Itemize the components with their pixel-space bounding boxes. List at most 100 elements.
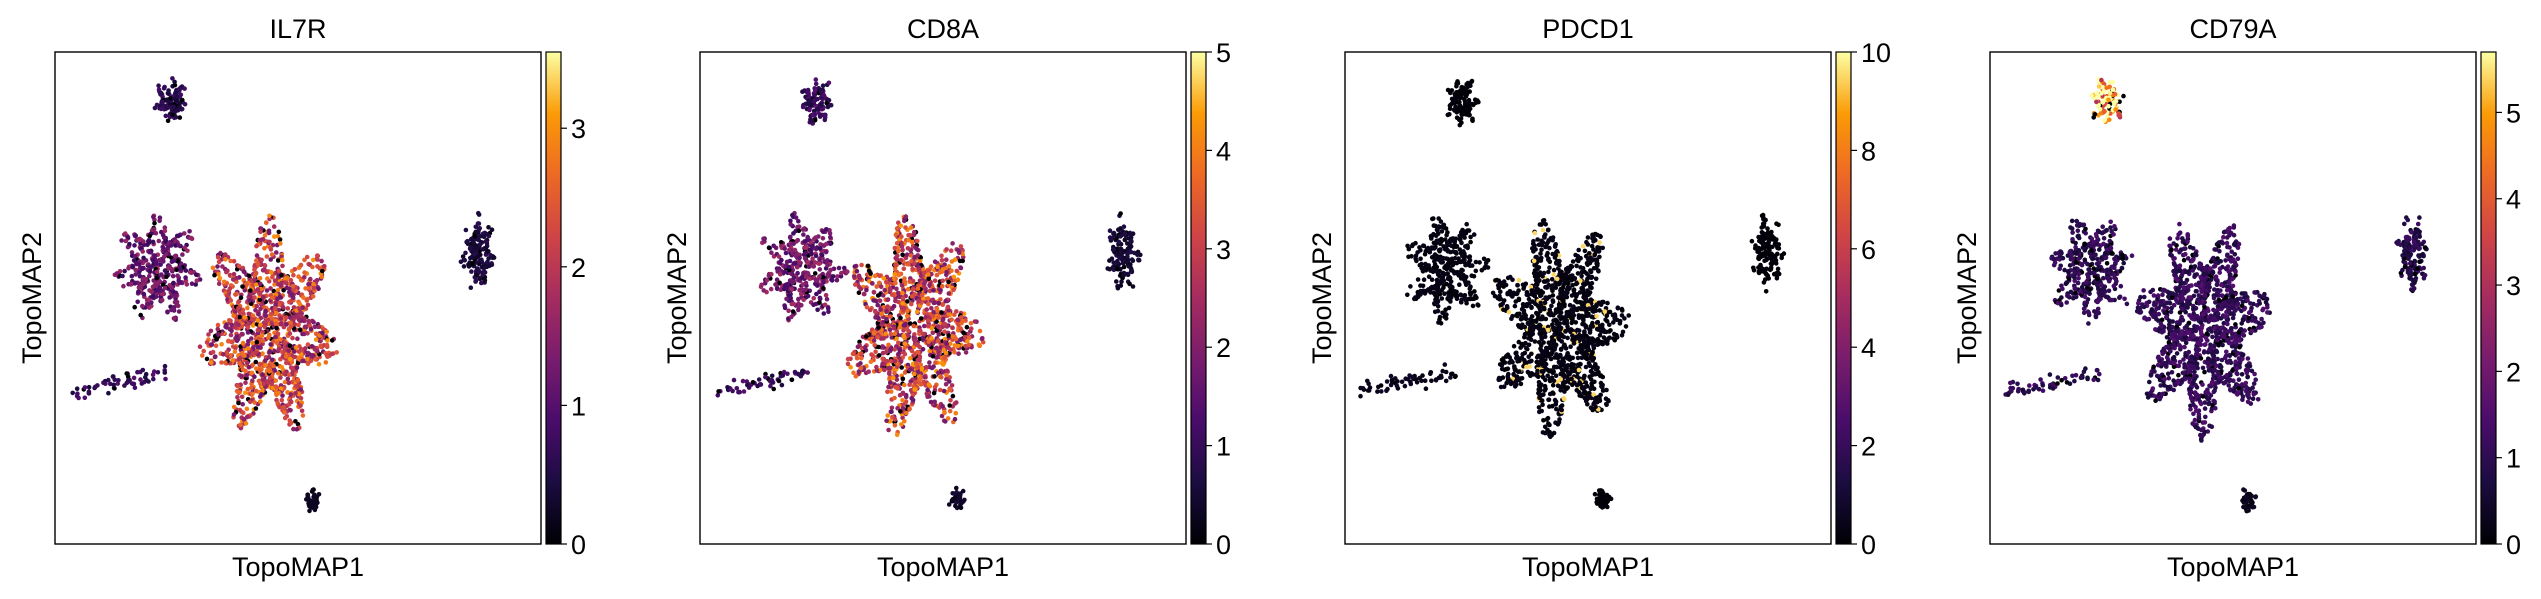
- data-point: [909, 301, 914, 307]
- data-point: [175, 273, 180, 279]
- data-point: [812, 271, 818, 276]
- data-point: [903, 214, 909, 219]
- data-point: [816, 261, 822, 267]
- data-point: [215, 264, 220, 269]
- data-point: [1611, 331, 1617, 337]
- data-point: [768, 286, 774, 292]
- data-point: [834, 277, 840, 283]
- data-point: [264, 318, 270, 323]
- data-point: [954, 309, 959, 314]
- data-point: [927, 360, 932, 365]
- data-point: [1122, 231, 1128, 236]
- data-point: [249, 336, 254, 341]
- data-point: [183, 275, 188, 280]
- data-point: [224, 293, 230, 298]
- data-point: [969, 326, 974, 332]
- data-point: [324, 329, 330, 335]
- data-point: [894, 336, 899, 341]
- data-point: [778, 374, 784, 379]
- data-point: [815, 307, 820, 313]
- data-point: [927, 349, 933, 354]
- data-point: [114, 271, 120, 276]
- data-point: [171, 316, 177, 321]
- data-point: [258, 229, 263, 235]
- data-point: [312, 492, 317, 498]
- colorbar-tick-label: 5: [1216, 38, 1231, 68]
- data-point: [255, 287, 261, 292]
- data-point: [892, 370, 897, 376]
- data-point: [266, 354, 272, 360]
- data-point: [245, 330, 251, 335]
- data-point: [940, 302, 946, 308]
- data-point: [162, 370, 168, 375]
- data-point: [1623, 324, 1629, 329]
- data-point: [904, 313, 910, 319]
- data-point: [206, 332, 211, 337]
- data-point: [950, 241, 955, 246]
- data-point: [172, 79, 177, 85]
- data-point: [268, 286, 273, 291]
- data-point: [1114, 279, 1119, 284]
- data-point: [959, 500, 964, 505]
- data-point: [298, 403, 303, 408]
- data-point: [291, 349, 297, 354]
- data-point: [788, 218, 793, 224]
- data-point: [1542, 388, 1548, 393]
- data-point: [807, 247, 813, 253]
- data-point: [246, 321, 252, 327]
- data-point: [280, 393, 285, 398]
- data-point: [476, 261, 482, 267]
- data-point: [1541, 418, 1546, 423]
- data-point: [878, 284, 884, 290]
- data-point: [288, 420, 294, 426]
- data-point: [883, 349, 889, 355]
- data-point: [812, 236, 817, 242]
- data-point: [313, 337, 319, 342]
- data-point: [241, 410, 246, 416]
- data-point: [278, 241, 283, 246]
- data-point: [253, 406, 259, 411]
- data-point: [1550, 382, 1556, 388]
- data-point: [811, 302, 816, 308]
- data-point: [948, 347, 953, 352]
- data-point: [316, 492, 322, 497]
- data-point: [894, 377, 900, 382]
- data-point: [275, 233, 281, 239]
- data-point: [791, 301, 797, 307]
- data-point: [308, 358, 314, 364]
- data-point: [819, 102, 824, 108]
- data-point: [248, 288, 253, 293]
- data-point: [790, 309, 796, 314]
- data-point: [958, 265, 963, 270]
- data-point: [1111, 260, 1116, 266]
- data-point: [231, 313, 236, 319]
- scatter-points: [70, 76, 497, 514]
- data-point: [1611, 320, 1616, 325]
- data-point: [910, 266, 915, 272]
- data-point: [913, 361, 919, 367]
- data-point: [296, 317, 302, 323]
- data-point: [167, 283, 173, 288]
- data-point: [276, 390, 282, 396]
- data-point: [893, 262, 898, 268]
- data-point: [912, 261, 917, 266]
- data-point: [845, 356, 851, 362]
- data-point: [944, 270, 949, 275]
- data-point: [140, 303, 145, 309]
- data-point: [279, 397, 285, 403]
- data-point: [876, 353, 882, 358]
- data-point: [476, 226, 482, 231]
- data-point: [952, 312, 957, 318]
- data-point: [223, 324, 228, 330]
- data-point: [1516, 277, 1522, 283]
- data-point: [917, 344, 922, 350]
- data-point: [912, 387, 917, 392]
- data-point: [153, 230, 159, 236]
- data-point: [907, 382, 912, 388]
- data-point: [912, 332, 917, 337]
- data-point: [320, 268, 325, 274]
- data-point: [1110, 247, 1116, 252]
- data-point: [312, 324, 318, 330]
- data-point: [287, 343, 293, 349]
- data-point: [290, 335, 295, 341]
